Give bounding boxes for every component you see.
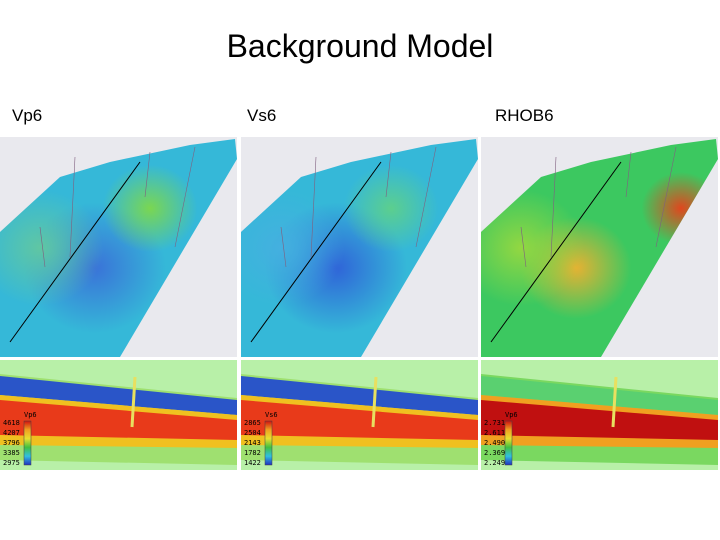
panel-label: Vs6 xyxy=(247,106,277,125)
colorbar-tick-label: 2865 xyxy=(244,419,261,427)
surface-shading xyxy=(481,139,718,357)
well-trace xyxy=(415,146,437,248)
well-trace xyxy=(144,151,151,198)
well-trace xyxy=(625,151,632,198)
colorbar-tick-label: 4618 xyxy=(3,419,20,427)
colorbar xyxy=(23,420,32,466)
colorbar-tick-label: 3385 xyxy=(3,449,20,457)
colorbar xyxy=(504,420,513,466)
well-trace xyxy=(39,226,46,268)
colorbar-tick-label: 1782 xyxy=(244,449,261,457)
colorbar-tick-label: 2.249 xyxy=(484,459,505,467)
colorbar xyxy=(264,420,273,466)
well-trace xyxy=(310,156,317,258)
well-trace xyxy=(611,376,618,428)
colorbar-tick-label: 2504 xyxy=(244,429,261,437)
well-trace xyxy=(520,226,527,268)
layer xyxy=(0,400,237,440)
well-trace xyxy=(385,151,392,198)
colorbar-tick-label: 2975 xyxy=(3,459,20,467)
slide-title: Background Model xyxy=(226,28,494,64)
well-trace xyxy=(371,376,378,428)
layer xyxy=(481,376,718,415)
colorbar-tick-label: 4207 xyxy=(3,429,20,437)
well-line xyxy=(250,161,382,343)
colorbar-tick-label: 2.490 xyxy=(484,439,505,447)
panel-label: RHOB6 xyxy=(495,106,554,125)
model-view: Vp6 4618 4207 3796 3385 2975 xyxy=(0,137,237,470)
layer xyxy=(0,376,237,415)
well-trace xyxy=(174,146,196,248)
colorbar-title: Vp6 xyxy=(505,411,518,419)
well-trace xyxy=(550,156,557,258)
well-line xyxy=(9,161,141,343)
colorbar-tick-label: 2.611 xyxy=(484,429,505,437)
colorbar-tick-label: 2.731 xyxy=(484,419,505,427)
panel-label: Vp6 xyxy=(12,106,43,125)
colorbar-tick-label: 2143 xyxy=(244,439,261,447)
surface-shading xyxy=(241,139,478,357)
well-trace xyxy=(280,226,287,268)
colorbar-title: Vp6 xyxy=(24,411,37,419)
layer xyxy=(481,400,718,440)
model-view: Vs6 2865 2504 2143 1782 1422 xyxy=(241,137,478,470)
well-line xyxy=(490,161,622,343)
layer xyxy=(241,400,478,440)
well-trace xyxy=(130,376,137,428)
surface-shading xyxy=(0,139,237,357)
colorbar-tick-label: 3796 xyxy=(3,439,20,447)
well-trace xyxy=(655,146,677,248)
layer xyxy=(241,376,478,415)
colorbar-title: Vs6 xyxy=(265,411,278,419)
colorbar-tick-label: 2.369 xyxy=(484,449,505,457)
colorbar-tick-label: 1422 xyxy=(244,459,261,467)
well-trace xyxy=(69,156,76,258)
